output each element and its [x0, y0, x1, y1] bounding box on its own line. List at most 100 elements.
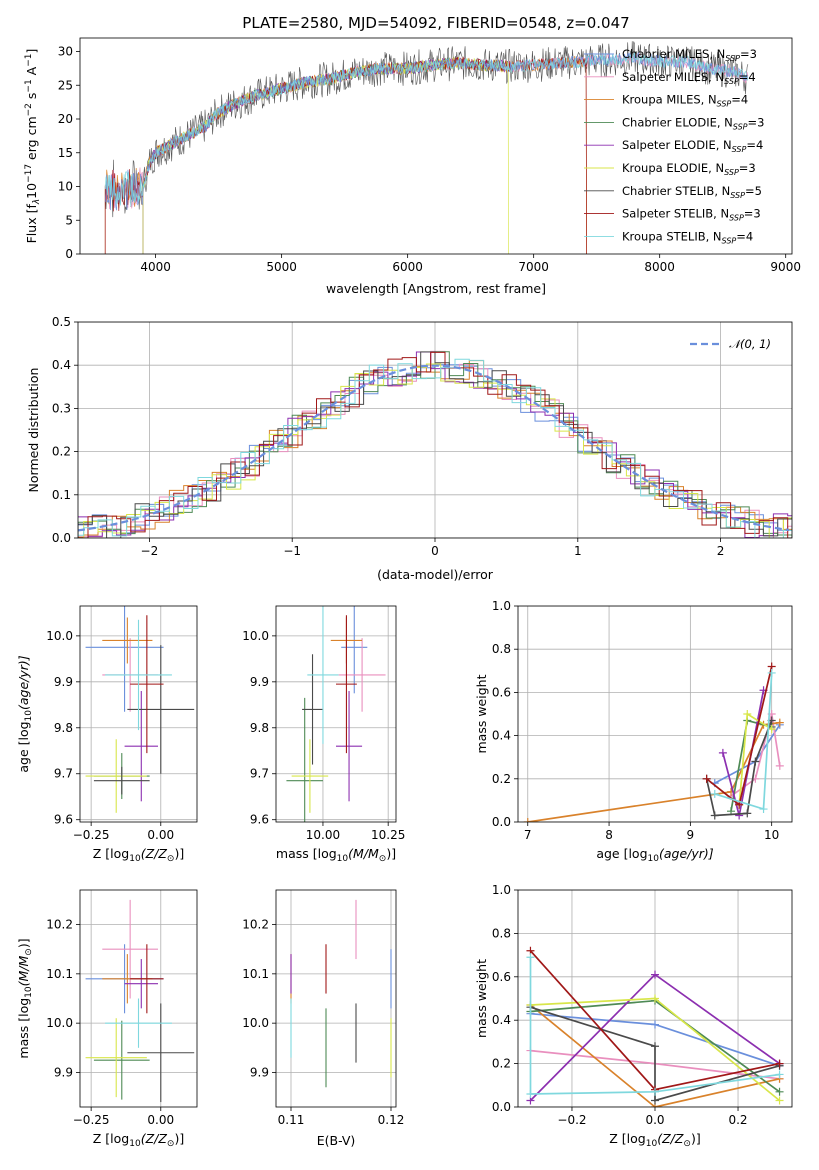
- y-tick-label: 0.8: [492, 926, 511, 940]
- y-tick-label: 9.9: [250, 675, 269, 689]
- axes-frame: [79, 37, 793, 255]
- age_vs_Z-plot-area: [80, 606, 197, 822]
- histogram-step: [78, 351, 792, 538]
- y-tick-label: 0.0: [52, 531, 71, 545]
- mass_vs_Z-panel: −0.25 0.00 9.9 10.0 10.1 10.2 Z [log10(Z/Z⊙)] m…: [16, 889, 198, 1149]
- weight-marker: [759, 805, 768, 814]
- residual_hist-panel: −2 −1 0 1 2 0.0 0.1 0.2 0.3 0.4 0.5 (data-model)/er…: [26, 315, 793, 582]
- y-tick-label: 0.4: [492, 1013, 511, 1027]
- x-tick-label: 7000: [518, 260, 549, 274]
- weight-marker: [710, 811, 719, 820]
- y-tick-label: 10.1: [242, 967, 269, 981]
- x-tick-label: 8: [605, 828, 613, 842]
- weight_vs_age-panel: 7 8 9 10 0.0 0.2 0.4 0.6 0.8 1.0 mass weight age [l…: [474, 599, 793, 864]
- spectrum-line: [142, 56, 509, 254]
- axes-frame: [275, 889, 397, 1108]
- weight-marker: [651, 994, 659, 1003]
- y-tick-label: 0.2: [492, 772, 511, 786]
- y-axis-label: mass [log10(M/M⊙)]: [16, 938, 34, 1058]
- histogram-step: [78, 363, 792, 538]
- weight-marker: [526, 1089, 535, 1098]
- weight-line: [529, 957, 780, 1095]
- x-tick-label: 0: [431, 544, 439, 558]
- axes-frame: [79, 605, 198, 823]
- y-axis-label: Normed distribution: [26, 368, 41, 493]
- spectrum-panel: 4000 5000 6000 7000 8000 9000 0 5 10 15 20 25 30 PLAT…: [24, 14, 801, 296]
- y-tick-label: 10: [58, 180, 73, 194]
- y-tick-label: 9.7: [250, 767, 269, 781]
- y-tick-label: 0.0: [492, 1100, 511, 1114]
- y-tick-label: 20: [58, 112, 73, 126]
- histogram-step: [78, 351, 792, 538]
- x-tick-label: 0.00: [147, 828, 174, 842]
- y-tick-label: 0.2: [492, 1057, 511, 1071]
- x-tick-label: 4000: [140, 260, 171, 274]
- y-tick-label: 10.1: [46, 967, 73, 981]
- axes-frame: [517, 605, 793, 823]
- weight-marker: [735, 811, 744, 820]
- weight-marker: [710, 789, 719, 798]
- y-tick-label: 30: [58, 45, 73, 59]
- legend-entry: Chabrier STELIB, NSSP=5: [622, 184, 762, 200]
- y-tick-label: 9.9: [250, 1065, 269, 1079]
- histogram-step: [78, 360, 792, 538]
- x-tick-label: 0.0: [645, 1113, 664, 1127]
- weight-marker: [526, 953, 535, 962]
- weight-line: [730, 713, 781, 797]
- y-tick-label: 0: [65, 247, 73, 261]
- residual_hist-plot-area: [78, 322, 792, 538]
- mass_vs_ebv-panel: 0.11 0.12 9.9 10.0 10.1 10.2 E(B-V): [242, 889, 404, 1148]
- x-tick-label: −0.25: [73, 1113, 110, 1127]
- y-axis-label: age [log10(age/yr)]: [16, 655, 34, 772]
- y-tick-label: 9.6: [54, 813, 73, 827]
- x-axis-label: wavelength [Angstrom, rest frame]: [326, 281, 546, 296]
- chart-title: PLATE=2580, MJD=54092, FIBERID=0548, z=0…: [242, 14, 629, 32]
- x-tick-label: 9: [687, 828, 695, 842]
- weight-marker: [775, 761, 784, 770]
- y-tick-label: 9.9: [54, 1065, 73, 1079]
- legend-entry: Salpeter ELODIE, NSSP=4: [622, 138, 763, 154]
- y-tick-label: 10.2: [46, 918, 73, 932]
- x-tick-label: 0.11: [278, 1113, 305, 1127]
- mass_vs_ebv-plot-area: [276, 890, 396, 1107]
- histogram-step: [78, 358, 792, 538]
- legend-entry: Salpeter STELIB, NSSP=3: [622, 207, 761, 223]
- x-tick-label: 10.25: [371, 828, 405, 842]
- legend-entry: Kroupa ELODIE, NSSP=3: [622, 161, 756, 177]
- y-tick-label: 9.8: [250, 721, 269, 735]
- legend-entry: Kroupa MILES, NSSP=4: [622, 93, 748, 109]
- y-tick-label: 1.0: [492, 599, 511, 613]
- y-tick-label: 10.0: [242, 629, 269, 643]
- x-tick-label: 0.00: [147, 1113, 174, 1127]
- weight-marker: [743, 710, 752, 718]
- y-tick-label: 9.7: [54, 767, 73, 781]
- y-axis-label: Flux [fλ10−17 erg cm−2 s−1 A−1]: [24, 49, 42, 244]
- y-tick-label: 15: [58, 146, 73, 160]
- age_vs_mass-panel: 10.00 10.25 9.6 9.7 9.8 9.9 10.0 mass [log10(M/…: [242, 605, 405, 864]
- spectrum-line: [142, 56, 509, 254]
- weight-marker: [523, 818, 532, 822]
- age_vs_Z-panel: −0.25 0.00 9.6 9.7 9.8 9.9 10.0 Z [log10(Z/Z⊙)]…: [16, 605, 198, 864]
- legend-entry: Salpeter MILES, NSSP=4: [622, 70, 756, 86]
- y-tick-label: 25: [58, 78, 73, 92]
- y-tick-label: 0.1: [52, 488, 71, 502]
- x-tick-label: 1: [574, 544, 582, 558]
- y-tick-label: 10.0: [242, 1016, 269, 1030]
- x-tick-label: −2: [141, 544, 159, 558]
- y-tick-label: 1.0: [492, 883, 511, 897]
- legend-entry: Chabrier MILES, NSSP=3: [622, 47, 757, 63]
- weight_vs_Z-panel: −0.2 0.0 0.2 0.0 0.2 0.4 0.6 0.8 1.0 mass weight Z…: [474, 883, 793, 1149]
- weight_vs_age-plot-area: [518, 606, 792, 822]
- y-tick-label: 0.2: [52, 445, 71, 459]
- x-axis-label: (data-model)/error: [377, 567, 494, 582]
- y-tick-label: 0.4: [492, 729, 511, 743]
- x-axis-label: E(B-V): [317, 1133, 356, 1148]
- axes-frame: [275, 605, 397, 823]
- axes-frame: [517, 889, 793, 1108]
- legend-entry: Chabrier ELODIE, NSSP=3: [622, 115, 764, 131]
- y-axis-label: mass weight: [474, 674, 489, 753]
- x-tick-label: 10: [764, 828, 779, 842]
- legend-entry: Kroupa STELIB, NSSP=4: [622, 229, 753, 245]
- y-tick-label: 9.6: [250, 813, 269, 827]
